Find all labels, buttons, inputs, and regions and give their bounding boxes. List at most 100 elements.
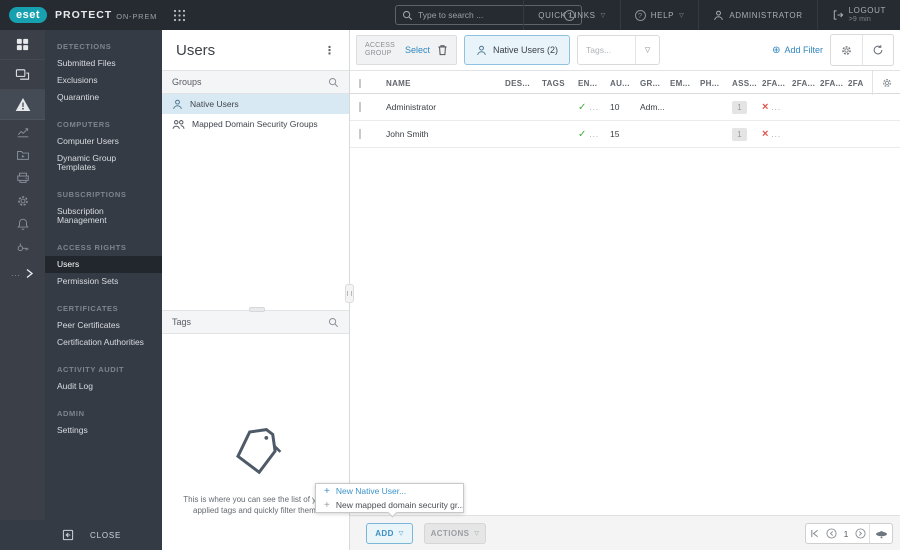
col-2fa-1[interactable]: 2FA...	[762, 78, 786, 88]
section-title: ACTIVITY AUDIT	[57, 365, 125, 374]
access-group-select-link[interactable]: Select	[405, 45, 431, 55]
logout-button[interactable]: LOGOUT >9 min	[816, 0, 900, 30]
user-label: ADMINISTRATOR	[729, 10, 803, 20]
chevron-down-icon: ▽	[635, 36, 659, 64]
row-checkbox[interactable]	[359, 102, 361, 112]
col-email[interactable]: EM...	[670, 78, 691, 88]
group-item-native-users[interactable]: Native Users	[162, 94, 349, 114]
feedback-icon[interactable]	[870, 524, 892, 543]
icon-rail: ...	[0, 30, 45, 550]
panel-header: Users ⋮	[162, 30, 349, 70]
status-overview-icon[interactable]	[0, 235, 45, 258]
add-filter-button[interactable]: ⊕ Add Filter	[772, 45, 823, 56]
check-icon: ✓	[578, 101, 587, 113]
quick-links-menu[interactable]: QUICK LINKS ▽	[523, 0, 620, 30]
tags-filter-select[interactable]: Tags... ▽	[577, 35, 661, 65]
sidebar-item-users[interactable]: Users	[45, 256, 162, 273]
col-2fa-4[interactable]: 2FA	[848, 78, 864, 88]
search-help-icon[interactable]: ?	[564, 9, 575, 21]
col-groups[interactable]: GR...	[640, 78, 661, 88]
panel-resize-handle[interactable]	[249, 307, 265, 312]
add-filter-label: Add Filter	[784, 45, 823, 55]
col-tags[interactable]: TAGS	[542, 78, 565, 88]
installers-icon[interactable]	[0, 166, 45, 189]
table-settings-gear-icon[interactable]	[831, 35, 862, 65]
col-2fa-2[interactable]: 2FA...	[792, 78, 816, 88]
col-enabled[interactable]: EN...	[578, 78, 598, 88]
sidebar-item-submitted-files[interactable]: Submitted Files	[57, 58, 116, 68]
table-header: NAME DES... TAGS EN... AU... GR... EM...…	[350, 70, 900, 95]
col-2fa-3[interactable]: 2FA...	[820, 78, 844, 88]
sidebar-item-permission-sets[interactable]: Permission Sets	[57, 276, 119, 286]
row-checkbox[interactable]	[359, 129, 361, 139]
col-phone[interactable]: PH...	[700, 78, 720, 88]
add-dropdown-menu: + New Native User... + New mapped domain…	[315, 483, 464, 518]
table-row[interactable]: John Smith ✓ ... 15 1 × ...	[350, 121, 900, 148]
splitter-handle[interactable]	[345, 284, 354, 303]
table-row[interactable]: Administrator ✓ ... 10 Adm... 1 × ...	[350, 94, 900, 121]
col-description[interactable]: DES...	[505, 78, 530, 88]
sidebar-close-button[interactable]: CLOSE	[0, 520, 162, 550]
trash-icon[interactable]	[437, 44, 448, 56]
add-button[interactable]: ADD ▽	[366, 523, 413, 544]
actions-button[interactable]: ACTIONS ▽	[424, 523, 486, 544]
sidebar-item-quarantine[interactable]: Quarantine	[57, 92, 100, 102]
filter-toolbar: ACCESS GROUP Select Native Users (2) Tag…	[350, 30, 900, 70]
section-title: CERTIFICATES	[57, 304, 119, 313]
first-page-icon[interactable]	[806, 524, 823, 543]
sidebar-item-computer-users[interactable]: Computer Users	[57, 136, 119, 146]
overflow-menu-icon[interactable]: ⋮	[324, 44, 335, 57]
group-filter-chip[interactable]: Native Users (2)	[464, 35, 571, 65]
cell-auto-logout: 15	[610, 129, 620, 139]
group-item-mapped-domain-security-groups[interactable]: Mapped Domain Security Groups	[162, 114, 349, 134]
col-auto-logout[interactable]: AU...	[610, 78, 630, 88]
sidebar-item-exclusions[interactable]: Exclusions	[57, 75, 98, 85]
user-menu[interactable]: ADMINISTRATOR	[698, 0, 816, 30]
sidebar-item-audit-log[interactable]: Audit Log	[57, 381, 93, 391]
more-sections-expand[interactable]: ...	[0, 263, 45, 283]
collapse-icon	[62, 529, 74, 541]
app-launcher-icon[interactable]	[173, 9, 186, 22]
col-assigned[interactable]: ASS...	[732, 78, 757, 88]
plus-circle-icon: ⊕	[772, 44, 781, 56]
user-icon	[477, 45, 486, 55]
help-label: HELP	[650, 10, 675, 20]
cross-icon: ×	[762, 128, 769, 140]
chevron-right-icon	[26, 268, 33, 278]
menu-item-label: New mapped domain security gr...	[335, 500, 463, 510]
policies-gear-icon[interactable]	[0, 189, 45, 212]
product-edition: ON-PREM	[116, 11, 158, 21]
column-settings-gear-icon[interactable]	[872, 71, 900, 95]
groups-header-bar: Groups	[162, 70, 349, 94]
computers-icon[interactable]	[0, 60, 45, 90]
notifications-bell-icon[interactable]	[0, 212, 45, 235]
global-search[interactable]: ?	[395, 5, 582, 25]
menu-item-new-native-user[interactable]: + New Native User...	[316, 484, 463, 498]
detections-icon[interactable]	[0, 90, 45, 120]
previous-page-icon[interactable]	[823, 524, 840, 543]
chevron-down-icon: ▽	[679, 13, 685, 19]
dashboard-icon[interactable]	[0, 30, 45, 60]
tasks-icon[interactable]	[0, 143, 45, 166]
sidebar-item-settings[interactable]: Settings	[57, 425, 88, 435]
sidebar-item-certification-authorities[interactable]: Certification Authorities	[57, 337, 144, 347]
help-menu[interactable]: ? HELP ▽	[619, 0, 699, 30]
next-page-icon[interactable]	[852, 524, 869, 543]
sidebar-item-dynamic-group-templates[interactable]: Dynamic Group Templates	[57, 153, 117, 172]
sidebar-item-subscription-management[interactable]: Subscription Management	[57, 206, 107, 225]
sidebar-item-peer-certificates[interactable]: Peer Certificates	[57, 320, 120, 330]
search-input[interactable]	[418, 10, 564, 20]
user-icon	[713, 10, 724, 21]
main-content: ACCESS GROUP Select Native Users (2) Tag…	[350, 30, 900, 550]
reports-icon[interactable]	[0, 120, 45, 143]
groups-search-icon[interactable]	[328, 77, 339, 88]
group-item-label: Mapped Domain Security Groups	[192, 119, 318, 129]
sidebar-menu: DETECTIONS Submitted Files Exclusions Qu…	[45, 30, 162, 550]
col-name[interactable]: NAME	[386, 78, 411, 88]
access-group-box: ACCESS GROUP Select	[356, 35, 458, 65]
menu-item-new-mapped-domain-group[interactable]: + New mapped domain security gr...	[316, 498, 463, 512]
refresh-icon[interactable]	[862, 35, 893, 65]
select-all-checkbox[interactable]	[359, 78, 361, 88]
tags-search-icon[interactable]	[328, 317, 339, 328]
